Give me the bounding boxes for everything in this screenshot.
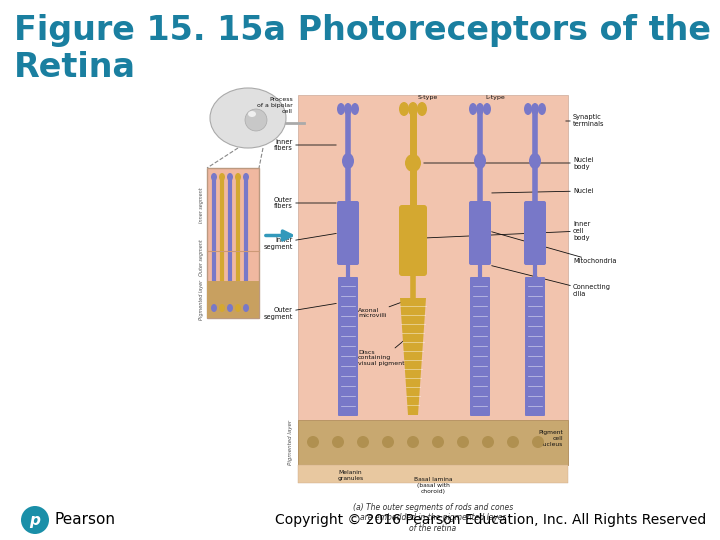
- Ellipse shape: [227, 304, 233, 312]
- Text: Pigmented layer: Pigmented layer: [199, 280, 204, 320]
- Ellipse shape: [245, 109, 267, 131]
- FancyBboxPatch shape: [470, 277, 490, 416]
- Ellipse shape: [474, 153, 486, 169]
- FancyBboxPatch shape: [298, 465, 568, 483]
- Text: Pearson: Pearson: [55, 512, 116, 528]
- Ellipse shape: [408, 102, 418, 116]
- Ellipse shape: [529, 153, 541, 169]
- Text: Mitochondria: Mitochondria: [492, 232, 616, 264]
- FancyBboxPatch shape: [337, 201, 359, 265]
- Ellipse shape: [399, 102, 409, 116]
- Circle shape: [482, 436, 494, 448]
- Ellipse shape: [538, 103, 546, 115]
- Text: S-type: S-type: [418, 95, 438, 100]
- Text: Inner
fibers: Inner fibers: [274, 138, 336, 152]
- Polygon shape: [400, 298, 426, 415]
- Ellipse shape: [219, 173, 225, 181]
- Ellipse shape: [227, 173, 233, 181]
- Ellipse shape: [342, 153, 354, 169]
- FancyBboxPatch shape: [298, 420, 568, 465]
- FancyBboxPatch shape: [525, 277, 545, 416]
- FancyBboxPatch shape: [469, 201, 491, 265]
- Ellipse shape: [476, 103, 484, 115]
- Text: Nuclei
body: Nuclei body: [424, 157, 593, 170]
- Ellipse shape: [211, 304, 217, 312]
- Text: Inner
segment: Inner segment: [264, 233, 336, 249]
- Ellipse shape: [243, 173, 249, 181]
- Text: Inner segment: Inner segment: [199, 188, 204, 224]
- Circle shape: [332, 436, 344, 448]
- FancyBboxPatch shape: [207, 168, 259, 318]
- Text: Process
of a bipolar
cell: Process of a bipolar cell: [257, 97, 293, 113]
- FancyBboxPatch shape: [298, 95, 568, 465]
- Text: Outer segment: Outer segment: [199, 240, 204, 276]
- Text: Pigment
cell
nucleus: Pigment cell nucleus: [538, 430, 563, 447]
- Ellipse shape: [344, 103, 352, 115]
- FancyBboxPatch shape: [524, 201, 546, 265]
- Ellipse shape: [211, 173, 217, 181]
- Ellipse shape: [483, 103, 491, 115]
- Ellipse shape: [417, 102, 427, 116]
- Text: Basal lamina
(basal with
choroid): Basal lamina (basal with choroid): [414, 477, 452, 494]
- Ellipse shape: [210, 88, 286, 148]
- FancyBboxPatch shape: [399, 205, 427, 276]
- Text: Copyright © 2016 Pearson Education, Inc. All Rights Reserved: Copyright © 2016 Pearson Education, Inc.…: [275, 513, 706, 527]
- Circle shape: [307, 436, 319, 448]
- Ellipse shape: [405, 154, 421, 172]
- Text: Outer
segment: Outer segment: [264, 303, 336, 320]
- Ellipse shape: [235, 173, 241, 181]
- Text: Synaptic
terminals: Synaptic terminals: [566, 114, 605, 127]
- Text: Nuclei: Nuclei: [492, 188, 593, 194]
- Ellipse shape: [248, 111, 256, 117]
- Text: Connecting
cilia: Connecting cilia: [492, 266, 611, 298]
- Circle shape: [507, 436, 519, 448]
- Ellipse shape: [524, 103, 532, 115]
- Circle shape: [357, 436, 369, 448]
- Ellipse shape: [243, 304, 249, 312]
- Ellipse shape: [351, 103, 359, 115]
- Circle shape: [432, 436, 444, 448]
- Ellipse shape: [531, 103, 539, 115]
- Circle shape: [382, 436, 394, 448]
- Text: L-type: L-type: [485, 95, 505, 100]
- Ellipse shape: [469, 103, 477, 115]
- FancyBboxPatch shape: [338, 277, 358, 416]
- Text: Discs
containing
visual pigments: Discs containing visual pigments: [358, 335, 411, 366]
- Text: Inner
cell
body: Inner cell body: [427, 221, 590, 241]
- Text: Axonal
microvilli: Axonal microvilli: [358, 299, 410, 319]
- Text: Figure 15. 15a Photoreceptors of the
Retina: Figure 15. 15a Photoreceptors of the Ret…: [14, 14, 711, 84]
- Text: Outer
fibers: Outer fibers: [274, 197, 336, 210]
- FancyBboxPatch shape: [207, 280, 259, 318]
- Ellipse shape: [337, 103, 345, 115]
- Circle shape: [407, 436, 419, 448]
- Ellipse shape: [219, 304, 225, 312]
- Text: p: p: [30, 512, 40, 528]
- Circle shape: [21, 506, 49, 534]
- Text: Melanin
granules: Melanin granules: [338, 470, 364, 481]
- Circle shape: [457, 436, 469, 448]
- Ellipse shape: [235, 304, 241, 312]
- Circle shape: [532, 436, 544, 448]
- Text: (a) The outer segments of rods and cones
are embedded in the pigmented layer
of : (a) The outer segments of rods and cones…: [353, 503, 513, 533]
- Text: Pigmented layer: Pigmented layer: [288, 420, 293, 464]
